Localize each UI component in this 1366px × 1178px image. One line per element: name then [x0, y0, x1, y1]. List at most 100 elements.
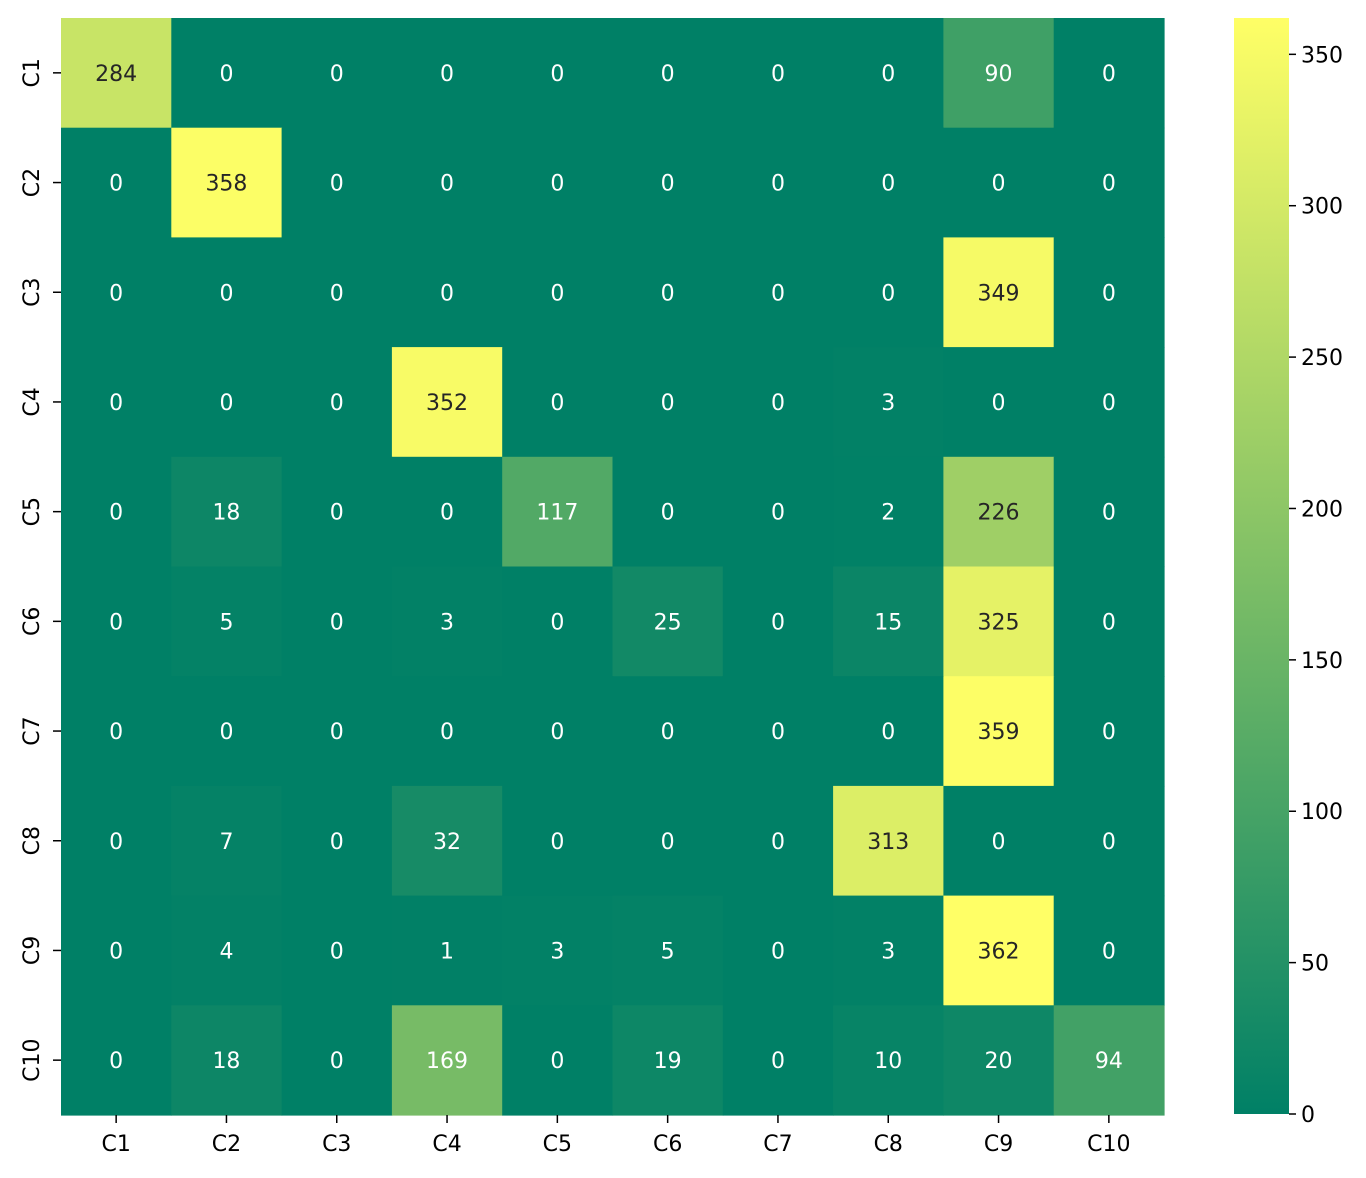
heatmap-cell: [281, 18, 393, 129]
x-tick-label: C5: [543, 1132, 572, 1157]
heatmap-cell: [502, 1005, 614, 1116]
cell-value-label: 0: [330, 939, 344, 964]
cell-value-label: 0: [109, 391, 123, 416]
cell-value-label: 18: [212, 1049, 240, 1074]
cell-value-label: 0: [1102, 720, 1116, 745]
heatmap-cell: [502, 456, 614, 568]
cell-value-label: 0: [661, 172, 675, 197]
cell-value-label: 0: [992, 172, 1006, 197]
heatmap-cell: [61, 895, 172, 1006]
heatmap-cell: [61, 566, 172, 677]
cell-value-label: 18: [212, 501, 240, 526]
colorbar-tick-label: 100: [1301, 800, 1343, 825]
cell-value-label: 0: [330, 172, 344, 197]
heatmap-cell: [61, 456, 172, 568]
heatmap-cell: [502, 237, 614, 348]
cell-value-label: 0: [881, 62, 895, 87]
colorbar-tick-label: 0: [1301, 1103, 1315, 1128]
heatmap-cell: [502, 895, 614, 1006]
cell-value-label: 2: [881, 501, 895, 526]
colorbar-tick-label: 150: [1301, 649, 1343, 674]
heatmap-cell: [171, 237, 283, 348]
heatmap-cell: [171, 18, 283, 129]
heatmap-cell: [171, 456, 283, 568]
cell-value-label: 0: [661, 830, 675, 855]
heatmap-cell: [612, 456, 724, 568]
heatmap-cell: [612, 18, 724, 129]
cell-value-label: 284: [95, 62, 137, 87]
cell-value-label: 7: [219, 830, 233, 855]
cell-value-label: 0: [771, 1049, 785, 1074]
heatmap-cell: [722, 785, 834, 897]
cell-value-label: 5: [219, 610, 233, 635]
y-tick-label: C9: [20, 936, 45, 965]
cell-value-label: 0: [550, 281, 564, 306]
x-tick-label: C9: [984, 1132, 1013, 1157]
x-tick-label: C3: [322, 1132, 351, 1157]
y-tick-label: C3: [20, 278, 45, 307]
cell-value-label: 0: [109, 720, 123, 745]
heatmap-cell: [281, 237, 393, 348]
heatmap-cell: [1053, 785, 1165, 897]
cell-value-label: 0: [330, 501, 344, 526]
heatmap-cell: [833, 895, 944, 1006]
cell-value-label: 0: [771, 172, 785, 197]
cell-value-label: 0: [771, 720, 785, 745]
heatmap-cell: [61, 237, 172, 348]
cell-value-label: 5: [661, 939, 675, 964]
x-axis: C1 C2 C3 C4 C5 C6 C7 C8 C9 C10: [101, 1115, 1131, 1157]
colorbar-tick-label: 200: [1301, 497, 1343, 522]
cell-value-label: 0: [330, 830, 344, 855]
cell-value-label: 325: [978, 610, 1020, 635]
cell-value-label: 19: [654, 1049, 682, 1074]
cell-value-label: 0: [219, 391, 233, 416]
cell-value-label: 3: [881, 391, 895, 416]
cell-value-label: 0: [1102, 830, 1116, 855]
cell-value-label: 0: [881, 281, 895, 306]
y-tick-label: C7: [20, 716, 45, 745]
heatmap-cell: [833, 1005, 944, 1116]
heatmap-cell: [612, 785, 724, 897]
heatmap-cell: [502, 18, 614, 129]
y-tick-label: C10: [20, 1038, 45, 1081]
heatmap-cell: [722, 237, 834, 348]
heatmap-cell: [1053, 127, 1165, 238]
heatmap-cell: [171, 566, 283, 677]
heatmap-cell: [833, 566, 944, 677]
cell-value-label: 0: [771, 62, 785, 87]
y-tick-label: C1: [20, 58, 45, 87]
cell-value-label: 0: [661, 281, 675, 306]
heatmap-cell: [281, 895, 393, 1006]
heatmap-cell: [171, 1005, 283, 1116]
cell-value-label: 349: [978, 281, 1020, 306]
heatmap-cell: [61, 676, 172, 787]
x-tick-label: C6: [653, 1132, 682, 1157]
cell-value-label: 0: [1102, 281, 1116, 306]
heatmap-cell: [943, 237, 1055, 348]
cell-value-label: 358: [205, 172, 247, 197]
heatmap-cell: [391, 18, 503, 129]
cell-value-label: 313: [867, 830, 909, 855]
heatmap-cell: [833, 237, 944, 348]
heatmap-cell: [943, 1005, 1055, 1116]
heatmap-cell: [281, 127, 393, 238]
colorbar: 0 50 100 150 200 250 300 350: [1234, 18, 1343, 1128]
cell-value-label: 169: [426, 1049, 468, 1074]
colorbar-tick-label: 250: [1301, 346, 1343, 371]
cell-value-label: 0: [219, 720, 233, 745]
heatmap-cell: [171, 347, 283, 458]
heatmap-cell: [612, 1005, 724, 1116]
cell-value-label: 3: [550, 939, 564, 964]
x-tick-label: C1: [101, 1132, 130, 1157]
cell-value-label: 226: [978, 501, 1020, 526]
y-tick-label: C5: [20, 497, 45, 526]
cell-value-label: 0: [771, 391, 785, 416]
heatmap-cell: [281, 1005, 393, 1116]
heatmap-cell: [1053, 566, 1165, 677]
heatmap-cell: [171, 676, 283, 787]
cell-value-label: 0: [330, 62, 344, 87]
cell-value-label: 0: [1102, 610, 1116, 635]
cell-value-label: 0: [550, 391, 564, 416]
